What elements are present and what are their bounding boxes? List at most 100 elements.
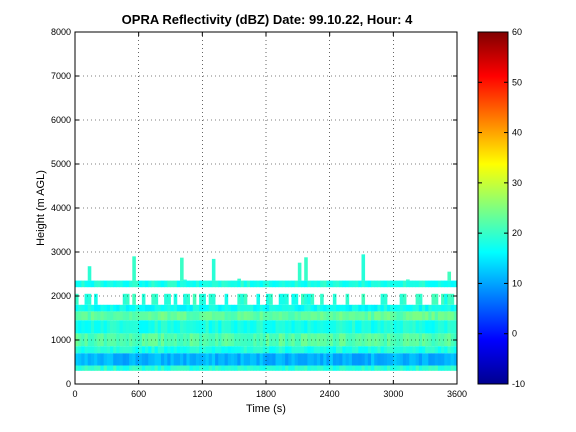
reflectivity-cell [192, 353, 197, 366]
reflectivity-cell [390, 320, 394, 334]
reflectivity-cell [256, 304, 261, 312]
reflectivity-cell [208, 311, 213, 321]
reflectivity-cell [221, 311, 226, 321]
reflectivity-cell [336, 346, 340, 354]
reflectivity-cell [380, 293, 385, 305]
reflectivity-cell [421, 320, 426, 334]
reflectivity-cell [453, 353, 457, 366]
reflectivity-cell [151, 346, 155, 354]
reflectivity-cell [316, 304, 321, 312]
reflectivity-cell [434, 353, 439, 366]
reflectivity-cell [412, 320, 417, 334]
reflectivity-cell [421, 346, 426, 354]
reflectivity-cell [355, 353, 359, 366]
reflectivity-cell [345, 311, 350, 321]
reflectivity-cell [256, 280, 261, 288]
reflectivity-cell [320, 280, 324, 288]
reflectivity-cell [97, 320, 101, 334]
reflectivity-cell [342, 365, 346, 371]
chart-title: OPRA Reflectivity (dBZ) Date: 99.10.22, … [122, 12, 413, 27]
reflectivity-cell [358, 346, 362, 354]
reflectivity-cell [310, 311, 315, 321]
reflectivity-cell [205, 320, 210, 334]
reflectivity-cell [361, 293, 366, 305]
reflectivity-cell [173, 280, 178, 288]
reflectivity-cell [380, 311, 385, 321]
reflectivity-cell [444, 304, 448, 312]
reflectivity-cell [313, 304, 318, 312]
reflectivity-cell [224, 280, 229, 288]
reflectivity-cell [202, 280, 206, 288]
reflectivity-cell [100, 365, 105, 371]
reflectivity-cell [304, 346, 308, 354]
reflectivity-cell [371, 311, 375, 321]
colorbar-tick-label: 0 [512, 329, 517, 339]
reflectivity-cell [189, 320, 194, 334]
reflectivity-cell [348, 333, 353, 347]
reflectivity-cell [78, 353, 82, 366]
reflectivity-cell [195, 280, 200, 288]
reflectivity-cell [364, 365, 369, 371]
reflectivity-cell [345, 353, 350, 366]
reflectivity-cell [380, 280, 385, 288]
reflectivity-cell [132, 311, 136, 321]
reflectivity-cell [237, 293, 241, 305]
reflectivity-cell [447, 280, 452, 288]
reflectivity-cell [406, 304, 410, 312]
reflectivity-cell [304, 353, 308, 366]
reflectivity-cell [390, 311, 394, 321]
reflectivity-cell [246, 365, 251, 371]
reflectivity-cell [425, 333, 429, 347]
reflectivity-cell [386, 365, 391, 371]
reflectivity-cell [390, 353, 394, 366]
reflectivity-cell [288, 311, 292, 321]
reflectivity-cell [313, 280, 318, 288]
reflectivity-cell [421, 311, 426, 321]
colorbar-axis: -10 0 10 20 30 40 50 60 [478, 27, 525, 389]
reflectivity-cell [211, 333, 216, 347]
reflectivity-cell [94, 365, 98, 371]
reflectivity-cell [262, 353, 267, 366]
reflectivity-cell [304, 311, 308, 321]
reflectivity-cell [157, 280, 162, 288]
reflectivity-cell [221, 346, 226, 354]
reflectivity-cell [195, 333, 200, 347]
reflectivity-cell [157, 365, 162, 371]
reflectivity-cell [297, 320, 302, 334]
reflectivity-cell [307, 304, 311, 312]
reflectivity-cell [399, 320, 404, 334]
reflectivity-cell [164, 365, 168, 371]
reflectivity-cell [157, 320, 162, 334]
reflectivity-cell [444, 346, 448, 354]
reflectivity-cell [132, 320, 136, 334]
reflectivity-cell [262, 320, 267, 334]
reflectivity-cell [227, 311, 232, 321]
reflectivity-cell [288, 346, 292, 354]
reflectivity-cell [380, 353, 385, 366]
reflectivity-cell [418, 311, 423, 321]
reflectivity-cell [199, 293, 203, 305]
reflectivity-cell [132, 256, 136, 281]
reflectivity-cell [164, 304, 168, 312]
reflectivity-cell [202, 304, 206, 312]
reflectivity-cell [160, 365, 165, 371]
reflectivity-cell [418, 353, 423, 366]
reflectivity-cell [329, 311, 334, 321]
reflectivity-cell [103, 304, 108, 312]
reflectivity-cell [301, 320, 305, 334]
reflectivity-cell [110, 280, 114, 288]
reflectivity-cell [221, 280, 226, 288]
reflectivity-cell [285, 280, 289, 288]
reflectivity-cell [183, 293, 187, 305]
reflectivity-cell [259, 333, 264, 347]
reflectivity-cell [406, 365, 410, 371]
reflectivity-cell [332, 346, 337, 354]
reflectivity-cell [281, 320, 286, 334]
reflectivity-cell [444, 311, 448, 321]
reflectivity-cell [84, 320, 89, 334]
reflectivity-cell [195, 365, 200, 371]
y-tick-label: 0 [66, 379, 71, 389]
reflectivity-cell [151, 311, 155, 321]
reflectivity-cell [329, 304, 334, 312]
reflectivity-cell [275, 365, 280, 371]
